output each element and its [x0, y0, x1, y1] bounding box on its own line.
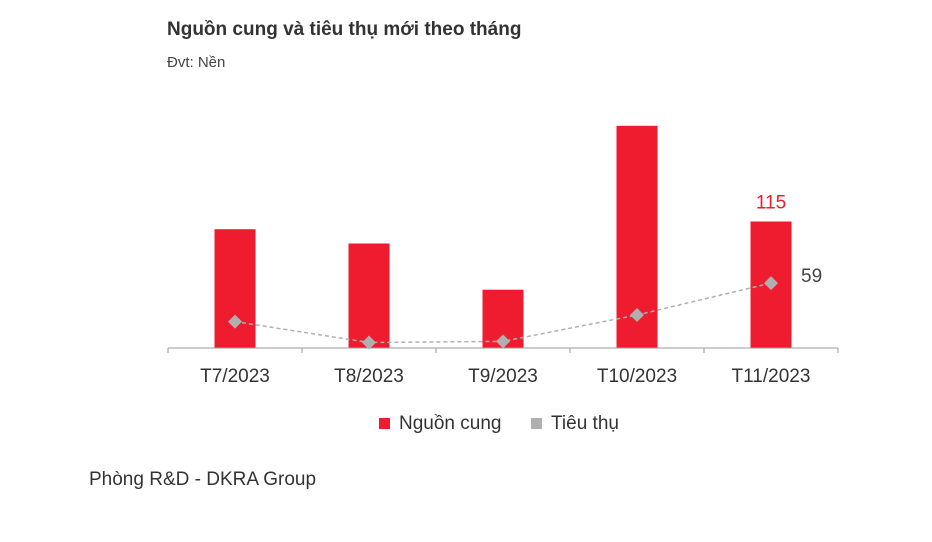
line-data-label: 59 — [801, 266, 822, 287]
legend-label-tieu-thu: Tiêu thụ — [551, 413, 619, 434]
x-tick-label: T9/2023 — [468, 366, 538, 387]
source-footer: Phòng R&D - DKRA Group — [89, 469, 317, 490]
point-T8/2023 — [362, 335, 376, 350]
bar-T8/2023 — [348, 243, 390, 348]
legend-label-nguon-cung: Nguồn cung — [399, 413, 501, 434]
x-tick-label: T11/2023 — [732, 366, 811, 387]
point-T10/2023 — [630, 308, 644, 322]
point-T11/2023 — [764, 276, 778, 291]
chart-title: Nguồn cung và tiêu thụ mới theo tháng — [167, 19, 522, 40]
x-tick-label: T10/2023 — [597, 366, 677, 387]
x-tick-label: T7/2023 — [200, 366, 270, 387]
unit-label: Đvt: Nền — [167, 54, 226, 71]
x-tick-label: T8/2023 — [334, 366, 404, 387]
bar-data-label: 115 — [756, 193, 786, 214]
legend-swatch-nguon-cung — [379, 418, 390, 429]
point-T9/2023 — [496, 334, 510, 349]
bar-T7/2023 — [214, 229, 256, 348]
legend-swatch-tieu-thu — [531, 418, 542, 429]
point-T7/2023 — [228, 314, 242, 329]
